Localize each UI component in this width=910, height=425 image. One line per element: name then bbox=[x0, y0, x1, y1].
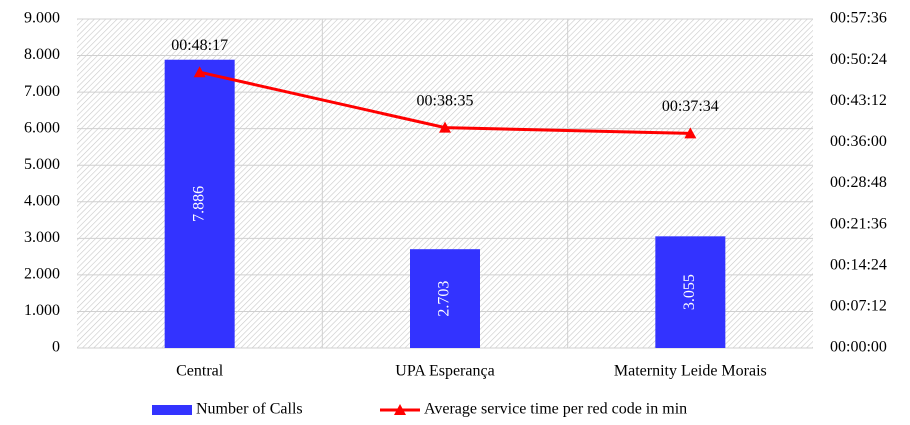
y2-tick-label: 00:50:24 bbox=[830, 51, 887, 68]
x-tick-label: Central bbox=[176, 363, 224, 380]
bar bbox=[164, 59, 235, 348]
y2-tick-label: 00:36:00 bbox=[830, 133, 887, 150]
line-value-label: 00:37:34 bbox=[662, 98, 719, 115]
y2-tick-label: 00:07:12 bbox=[830, 298, 887, 315]
x-tick-label: Maternity Leide Morais bbox=[614, 363, 767, 380]
y2-tick-label: 00:43:12 bbox=[830, 92, 887, 109]
bar-value-label: 3.055 bbox=[681, 274, 698, 310]
bar bbox=[410, 249, 480, 348]
legend-label: Average service time per red code in min bbox=[424, 401, 687, 418]
y2-tick-label: 00:00:00 bbox=[830, 339, 887, 356]
legend-label: Number of Calls bbox=[196, 401, 303, 418]
bar bbox=[655, 236, 726, 348]
y2-tick-label: 00:21:36 bbox=[830, 215, 887, 232]
y-tick-label: 1.000 bbox=[24, 302, 60, 319]
bar-value-label: 2.703 bbox=[436, 281, 453, 317]
y-tick-label: 4.000 bbox=[24, 192, 60, 209]
y2-tick-label: 00:14:24 bbox=[830, 256, 887, 273]
y2-tick-label: 00:57:36 bbox=[830, 10, 887, 27]
y-tick-label: 0 bbox=[52, 339, 60, 356]
line-marker bbox=[439, 121, 451, 133]
legend-swatch bbox=[152, 405, 192, 415]
y-tick-label: 5.000 bbox=[24, 156, 60, 173]
y2-tick-label: 00:28:48 bbox=[830, 174, 887, 191]
line-value-label: 00:38:35 bbox=[417, 92, 474, 109]
line-marker bbox=[193, 66, 206, 78]
bar-value-label: 7.886 bbox=[190, 186, 207, 222]
y-tick-label: 2.000 bbox=[24, 266, 60, 283]
x-tick-label: UPA Esperança bbox=[395, 363, 494, 380]
legend-marker bbox=[394, 404, 406, 415]
y-tick-label: 8.000 bbox=[24, 46, 60, 63]
y-tick-label: 7.000 bbox=[24, 83, 60, 100]
line-value-label: 00:48:17 bbox=[171, 37, 228, 54]
line-marker bbox=[684, 127, 697, 139]
y-tick-label: 9.000 bbox=[24, 10, 60, 27]
y-tick-label: 6.000 bbox=[24, 119, 60, 136]
y-tick-label: 3.000 bbox=[24, 229, 60, 246]
